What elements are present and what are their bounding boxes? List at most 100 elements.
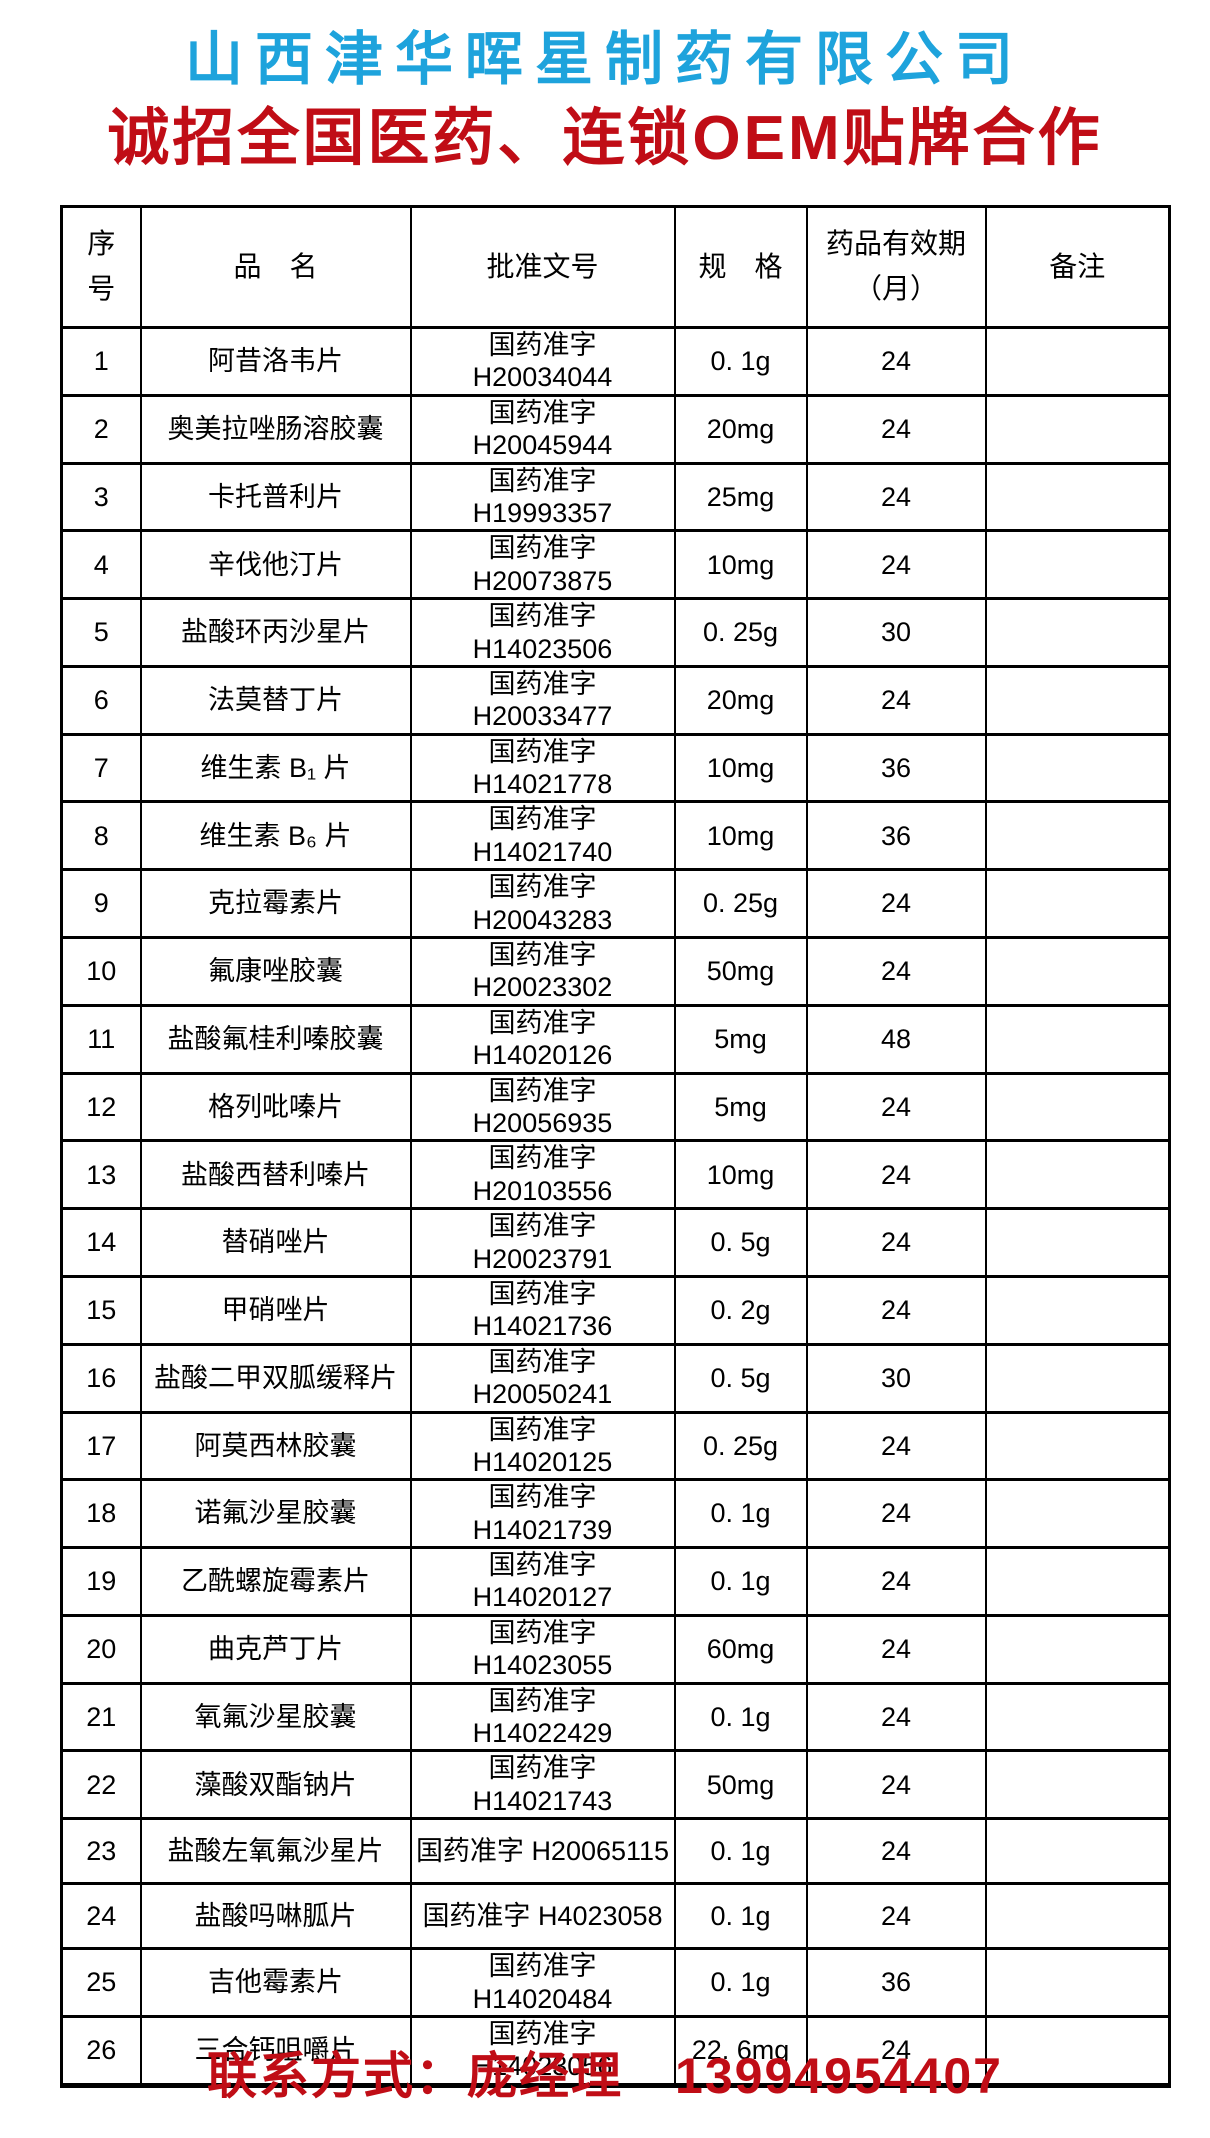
cell-no: 24 — [60, 1882, 142, 1951]
cell-no: 19 — [60, 1546, 142, 1617]
cell-approval-no: 国药准字 H14021740 — [409, 800, 676, 872]
cell-validity: 36 — [805, 800, 987, 872]
cell-no: 22 — [60, 1749, 142, 1821]
cell-product-name: 维生素 B₁ 片 — [139, 732, 412, 804]
table-row: 3 卡托普利片 国药准字 H19993357 25mg 24 — [60, 461, 1171, 533]
product-table-body: 1 阿昔洛韦片 国药准字 H20034044 0. 1g 24 2 奥美拉唑肠溶… — [60, 326, 1171, 2087]
cell-approval-no: 国药准字 H14021743 — [409, 1749, 676, 1821]
cell-remark — [984, 529, 1171, 601]
cell-remark — [984, 868, 1171, 940]
table-row: 15 甲硝唑片 国药准字 H14021736 0. 2g 24 — [60, 1274, 1171, 1346]
cell-remark — [984, 1410, 1171, 1482]
col-header-no: 序 号 — [60, 205, 142, 329]
cell-product-name: 氟康唑胶囊 — [139, 936, 412, 1007]
cell-remark — [984, 732, 1171, 804]
table-row: 23 盐酸左氧氟沙星片 国药准字 H20065115 0. 1g 24 — [60, 1817, 1171, 1886]
cell-spec: 0. 1g — [673, 1817, 808, 1886]
cell-remark — [984, 1749, 1171, 1821]
cell-remark — [984, 2014, 1171, 2087]
table-row: 26 三合钙咀嚼片 国药准字 H14023056 22. 6mg 24 — [60, 2014, 1171, 2087]
cell-validity: 36 — [805, 732, 987, 804]
cell-no: 11 — [60, 1003, 142, 1075]
col-header-name: 品 名 — [139, 205, 412, 329]
cell-no: 15 — [60, 1274, 142, 1346]
cell-product-name: 阿莫西林胶囊 — [139, 1410, 412, 1482]
cell-no: 20 — [60, 1613, 142, 1685]
cell-spec: 0. 5g — [673, 1207, 808, 1278]
table-row: 9 克拉霉素片 国药准字 H20043283 0. 25g 24 — [60, 868, 1171, 940]
table-row: 17 阿莫西林胶囊 国药准字 H14020125 0. 25g 24 — [60, 1410, 1171, 1482]
cell-validity: 24 — [805, 1613, 987, 1685]
cell-no: 1 — [60, 326, 142, 397]
cell-approval-no: 国药准字 H14020126 — [409, 1003, 676, 1075]
cell-product-name: 维生素 B₆ 片 — [139, 800, 412, 872]
cell-product-name: 甲硝唑片 — [139, 1274, 412, 1346]
cell-remark — [984, 1071, 1171, 1143]
cell-approval-no: 国药准字 H20023791 — [409, 1207, 676, 1278]
cell-product-name: 盐酸氟桂利嗪胶囊 — [139, 1003, 412, 1075]
cell-validity: 24 — [805, 664, 987, 736]
cell-approval-no: 国药准字 H14020125 — [409, 1410, 676, 1482]
cell-no: 13 — [60, 1139, 142, 1211]
table-row: 19 乙酰螺旋霉素片 国药准字 H14020127 0. 1g 24 — [60, 1546, 1171, 1617]
cell-remark — [984, 1882, 1171, 1951]
oem-subtitle: 诚招全国医药、连锁OEM贴牌合作 — [107, 104, 1103, 173]
col-header-validity: 药品有效期 （月） — [805, 205, 987, 329]
cell-remark — [984, 1613, 1171, 1685]
cell-spec: 60mg — [673, 1613, 808, 1685]
cell-spec: 22. 6mg — [673, 2014, 808, 2087]
cell-approval-no: 国药准字 H14021739 — [409, 1478, 676, 1550]
cell-product-name: 阿昔洛韦片 — [139, 326, 412, 397]
cell-spec: 10mg — [673, 800, 808, 872]
cell-product-name: 克拉霉素片 — [139, 868, 412, 940]
cell-validity: 24 — [805, 393, 987, 465]
cell-validity: 24 — [805, 326, 987, 397]
cell-validity: 36 — [805, 1947, 987, 2018]
cell-approval-no: 国药准字 H20065115 — [409, 1817, 676, 1886]
cell-spec: 0. 1g — [673, 1882, 808, 1951]
cell-validity: 24 — [805, 1071, 987, 1143]
table-row: 11 盐酸氟桂利嗪胶囊 国药准字 H14020126 5mg 48 — [60, 1003, 1171, 1075]
table-row: 2 奥美拉唑肠溶胶囊 国药准字 H20045944 20mg 24 — [60, 393, 1171, 465]
cell-validity: 30 — [805, 597, 987, 668]
cell-product-name: 吉他霉素片 — [139, 1947, 412, 2018]
cell-approval-no: 国药准字 H20033477 — [409, 664, 676, 736]
cell-remark — [984, 1139, 1171, 1211]
cell-spec: 20mg — [673, 664, 808, 736]
cell-remark — [984, 664, 1171, 736]
table-row: 10 氟康唑胶囊 国药准字 H20023302 50mg 24 — [60, 936, 1171, 1007]
cell-validity: 24 — [805, 936, 987, 1007]
cell-validity: 24 — [805, 1207, 987, 1278]
table-row: 20 曲克芦丁片 国药准字 H14023055 60mg 24 — [60, 1613, 1171, 1685]
cell-no: 21 — [60, 1681, 142, 1753]
cell-product-name: 盐酸环丙沙星片 — [139, 597, 412, 668]
cell-validity: 24 — [805, 868, 987, 940]
table-row: 14 替硝唑片 国药准字 H20023791 0. 5g 24 — [60, 1207, 1171, 1278]
cell-spec: 0. 25g — [673, 868, 808, 940]
cell-product-name: 法莫替丁片 — [139, 664, 412, 736]
cell-approval-no: 国药准字 H14021736 — [409, 1274, 676, 1346]
cell-approval-no: 国药准字 H14023506 — [409, 597, 676, 668]
cell-approval-no: 国药准字 H4023058 — [409, 1882, 676, 1951]
cell-approval-no: 国药准字 H14022429 — [409, 1681, 676, 1753]
cell-remark — [984, 1342, 1171, 1414]
cell-approval-no: 国药准字 H20043283 — [409, 868, 676, 940]
cell-approval-no: 国药准字 H20045944 — [409, 393, 676, 465]
table-row: 12 格列吡嗪片 国药准字 H20056935 5mg 24 — [60, 1071, 1171, 1143]
cell-spec: 5mg — [673, 1071, 808, 1143]
cell-product-name: 盐酸左氧氟沙星片 — [139, 1817, 412, 1886]
cell-no: 10 — [60, 936, 142, 1007]
cell-remark — [984, 1681, 1171, 1753]
cell-spec: 0. 1g — [673, 1947, 808, 2018]
cell-no: 25 — [60, 1947, 142, 2018]
product-table-header: 序 号 品 名 批准文号 规 格 药品有效期 （月） 备注 — [60, 205, 1171, 329]
cell-no: 9 — [60, 868, 142, 940]
cell-product-name: 盐酸西替利嗪片 — [139, 1139, 412, 1211]
cell-approval-no: 国药准字 H14020484 — [409, 1947, 676, 2018]
table-row: 8 维生素 B₆ 片 国药准字 H14021740 10mg 36 — [60, 800, 1171, 872]
cell-product-name: 辛伐他汀片 — [139, 529, 412, 601]
header-row: 序 号 品 名 批准文号 规 格 药品有效期 （月） 备注 — [60, 205, 1171, 329]
cell-remark — [984, 1817, 1171, 1886]
cell-spec: 10mg — [673, 732, 808, 804]
table-row: 13 盐酸西替利嗪片 国药准字 H20103556 10mg 24 — [60, 1139, 1171, 1211]
